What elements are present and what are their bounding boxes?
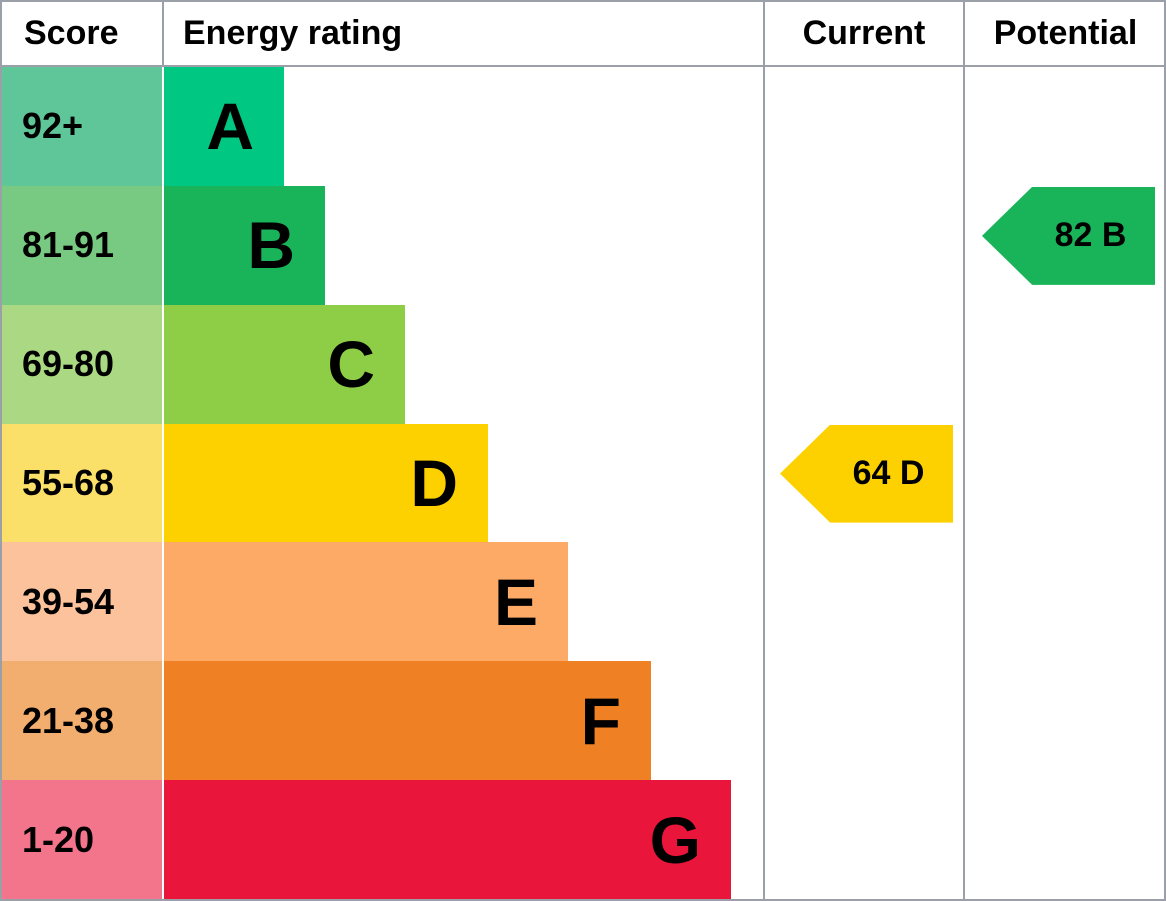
rating-cell-d: D xyxy=(162,423,763,543)
score-range: 1-20 xyxy=(22,818,95,860)
header-current: Current xyxy=(763,2,963,65)
score-range: 55-68 xyxy=(22,462,115,503)
score-cell-d: 55-68 xyxy=(2,423,162,543)
score-cell-f: 21-38 xyxy=(2,661,162,781)
score-range: 69-80 xyxy=(22,343,115,385)
band-row-g: 1-20 G xyxy=(2,780,1164,899)
header-potential: Potential xyxy=(963,2,1164,65)
current-cell-d: 64 D xyxy=(763,423,963,543)
header-energy-rating: Energy rating xyxy=(162,2,763,65)
score-cell-c: 69-80 xyxy=(2,304,162,424)
rating-cell-c: C xyxy=(162,304,763,424)
potential-rating-arrow: 82 B xyxy=(982,186,1155,285)
rating-bar-c: C xyxy=(164,304,405,424)
current-cell-g xyxy=(763,780,963,899)
band-row-d: 55-68 D 64 D xyxy=(2,423,1164,543)
potential-rating-label: 82 B xyxy=(1054,216,1127,255)
score-cell-b: 81-91 xyxy=(2,185,162,305)
score-range: 81-91 xyxy=(22,224,115,266)
current-cell-b xyxy=(763,185,963,305)
band-row-f: 21-38 F xyxy=(2,661,1164,781)
potential-cell-a xyxy=(963,67,1164,186)
score-cell-a: 92+ xyxy=(2,67,162,186)
band-row-b: 81-91 B 82 B xyxy=(2,185,1164,305)
current-cell-f xyxy=(763,661,963,781)
current-cell-a xyxy=(763,67,963,186)
rating-bar-a: A xyxy=(164,67,284,186)
potential-cell-b: 82 B xyxy=(963,185,1164,305)
rating-cell-g: G xyxy=(162,780,763,899)
current-rating-label: 64 D xyxy=(852,454,925,493)
rating-cell-f: F xyxy=(162,661,763,781)
score-range: 21-38 xyxy=(22,699,115,741)
current-rating-arrow: 64 D xyxy=(780,424,953,523)
band-letter-e: E xyxy=(493,564,538,639)
band-letter-c: C xyxy=(327,327,375,402)
rating-bar-b: B xyxy=(164,185,325,305)
band-letter-g: G xyxy=(649,802,701,877)
band-letter-a: A xyxy=(206,89,254,164)
current-cell-c xyxy=(763,304,963,424)
header-score: Score xyxy=(24,14,119,52)
score-range: 39-54 xyxy=(22,580,115,622)
potential-cell-c xyxy=(963,304,1164,424)
potential-cell-f xyxy=(963,661,1164,781)
rating-bar-f: F xyxy=(164,661,651,781)
band-letter-d: D xyxy=(410,446,458,520)
potential-cell-e xyxy=(963,542,1164,662)
band-letter-f: F xyxy=(580,683,621,758)
rating-cell-a: A xyxy=(162,67,763,186)
chart-header-row: Score Energy rating Current Potential xyxy=(2,2,1164,67)
rating-bar-d: D xyxy=(164,423,488,543)
rating-bar-e: E xyxy=(164,542,568,662)
band-row-a: 92+ A xyxy=(2,67,1164,186)
potential-cell-d xyxy=(963,423,1164,543)
rating-bar-g: G xyxy=(164,780,731,899)
score-cell-g: 1-20 xyxy=(2,780,162,899)
rating-cell-e: E xyxy=(162,542,763,662)
band-row-e: 39-54 E xyxy=(2,542,1164,662)
potential-cell-g xyxy=(963,780,1164,899)
band-row-c: 69-80 C xyxy=(2,304,1164,424)
band-letter-b: B xyxy=(247,208,295,283)
score-range: 92+ xyxy=(22,105,84,147)
rating-cell-b: B xyxy=(162,185,763,305)
current-cell-e xyxy=(763,542,963,662)
score-cell-e: 39-54 xyxy=(2,542,162,662)
